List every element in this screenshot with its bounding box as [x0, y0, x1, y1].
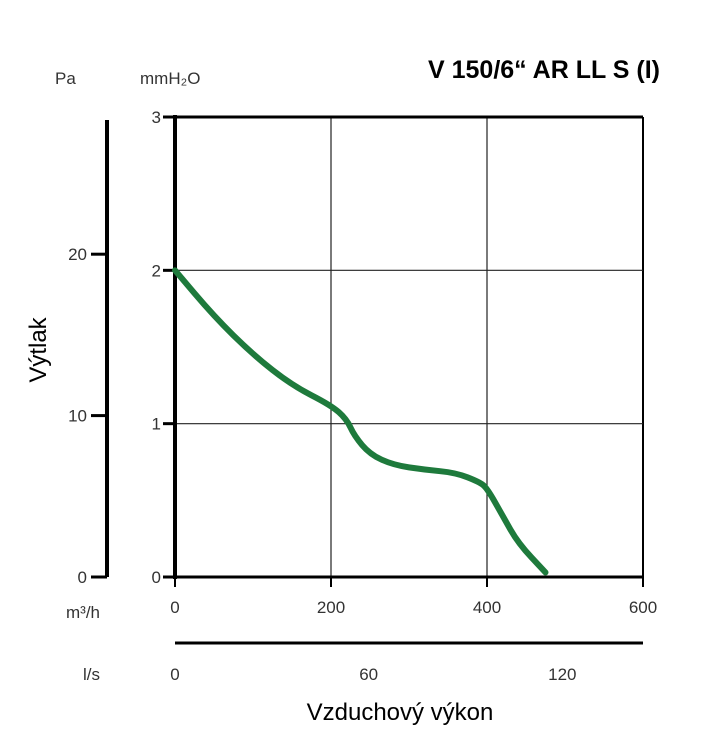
- x-tick-label: 400: [473, 598, 501, 617]
- y2-tick-label: 0: [78, 568, 87, 587]
- x2-tick-label: 0: [170, 665, 179, 684]
- x2-tick-label: 120: [548, 665, 576, 684]
- performance-curve: [172, 267, 549, 576]
- y-axis-label: Výtlak: [25, 316, 52, 382]
- y-tick-label: 0: [152, 568, 161, 587]
- y-tick-label: 3: [152, 108, 161, 127]
- chart-title: V 150/6“ AR LL S (I): [428, 56, 660, 84]
- x2-unit-label: l/s: [83, 665, 100, 684]
- x-tick-label: 200: [317, 598, 345, 617]
- x-tick-label: 600: [629, 598, 657, 617]
- y2-tick-label: 20: [68, 245, 87, 264]
- x2-tick-label: 60: [359, 665, 378, 684]
- y2-tick-label: 10: [68, 407, 87, 426]
- x-axis-label: Vzduchový výkon: [307, 699, 494, 726]
- y-tick-label: 2: [152, 261, 161, 280]
- y-unit-label: mmH₂O: [140, 69, 200, 88]
- y-tick-label: 1: [152, 415, 161, 434]
- x-unit-label: m³/h: [66, 603, 100, 622]
- x-tick-label: 0: [170, 598, 179, 617]
- y2-unit-label: Pa: [55, 69, 76, 88]
